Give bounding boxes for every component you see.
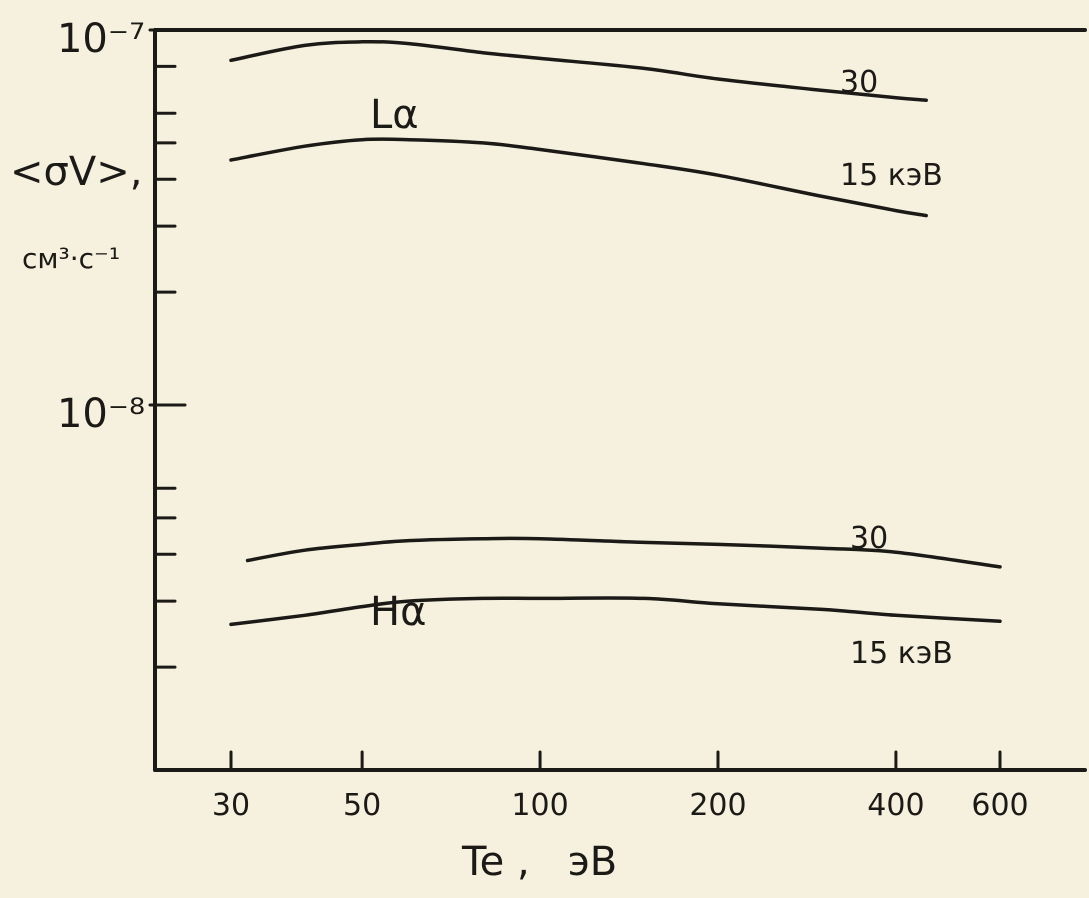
series-labels: 30 15 кэВ 30 15 кэВ — [840, 65, 953, 671]
axes — [153, 28, 1087, 772]
x-tick-label: 50 — [343, 788, 381, 823]
y-tick-labels: 10⁻⁷ 10⁻⁸ — [57, 16, 145, 437]
y-minor-ticks — [153, 28, 177, 669]
x-tick-label: 200 — [689, 788, 746, 823]
x-tick-label: 400 — [867, 788, 924, 823]
group-label: Lα — [370, 92, 419, 138]
series-line — [245, 536, 1002, 569]
x-tick-label: 100 — [511, 788, 568, 823]
x-ticks — [229, 750, 1002, 772]
y-axis-label: <σV>, — [10, 149, 142, 195]
x-tick-labels: 30 50 100 200 400 600 — [212, 788, 1029, 823]
series-label: 15 кэВ — [840, 158, 943, 193]
x-axis-label: Te , эВ — [461, 839, 617, 885]
group-label: Hα — [370, 589, 426, 635]
y-axis-units: см³·с⁻¹ — [22, 242, 120, 275]
series-line — [229, 596, 1002, 627]
series-line — [229, 39, 928, 102]
y-tick-label: 10⁻⁷ — [57, 16, 145, 62]
series-label: 15 кэВ — [850, 636, 953, 671]
group-labels: Lα Hα — [370, 92, 426, 635]
x-tick-label: 30 — [212, 788, 250, 823]
series-label: 30 — [840, 65, 878, 100]
series-line — [229, 137, 928, 218]
y-major-ticks — [148, 28, 187, 407]
series-label: 30 — [850, 521, 888, 556]
curves — [229, 39, 1002, 627]
x-tick-label: 600 — [971, 788, 1028, 823]
y-tick-label: 10⁻⁸ — [57, 391, 145, 437]
